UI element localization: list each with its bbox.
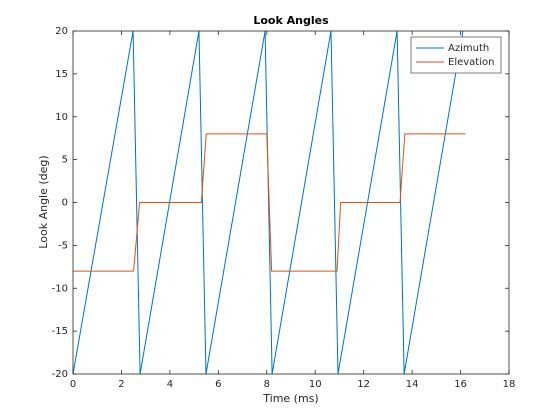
y-tick-label: 0 bbox=[62, 198, 68, 209]
y-axis-label: Look Angle (deg) bbox=[37, 155, 50, 248]
x-tick-label: 10 bbox=[309, 379, 322, 390]
x-tick-label: 6 bbox=[215, 379, 221, 390]
y-tick-label: -20 bbox=[52, 369, 68, 380]
x-tick-label: 12 bbox=[357, 379, 370, 390]
series-line bbox=[72, 30, 464, 375]
legend-label: Azimuth bbox=[448, 43, 489, 54]
x-tick-label: 14 bbox=[406, 379, 419, 390]
y-tick-label: 10 bbox=[55, 112, 68, 123]
plot-area bbox=[73, 31, 509, 374]
series-line bbox=[73, 133, 466, 272]
x-tick-label: 0 bbox=[70, 379, 76, 390]
legend-box bbox=[410, 36, 502, 74]
x-tick-label: 4 bbox=[167, 379, 173, 390]
x-tick-label: 2 bbox=[118, 379, 124, 390]
y-tick-label: 15 bbox=[55, 69, 68, 80]
chart-title: Look Angles bbox=[253, 14, 329, 27]
y-tick-label: -10 bbox=[52, 283, 68, 294]
legend-label: Elevation bbox=[448, 57, 494, 68]
x-tick-label: 18 bbox=[503, 379, 516, 390]
plot bbox=[72, 30, 466, 375]
y-tick-label: -15 bbox=[52, 326, 68, 337]
x-tick-label: 16 bbox=[454, 379, 467, 390]
y-tick-label: 20 bbox=[55, 26, 68, 37]
y-tick-label: -5 bbox=[58, 240, 68, 251]
x-axis-label: Time (ms) bbox=[262, 392, 318, 405]
x-tick-label: 8 bbox=[264, 379, 270, 390]
y-tick-label: 5 bbox=[62, 155, 68, 166]
